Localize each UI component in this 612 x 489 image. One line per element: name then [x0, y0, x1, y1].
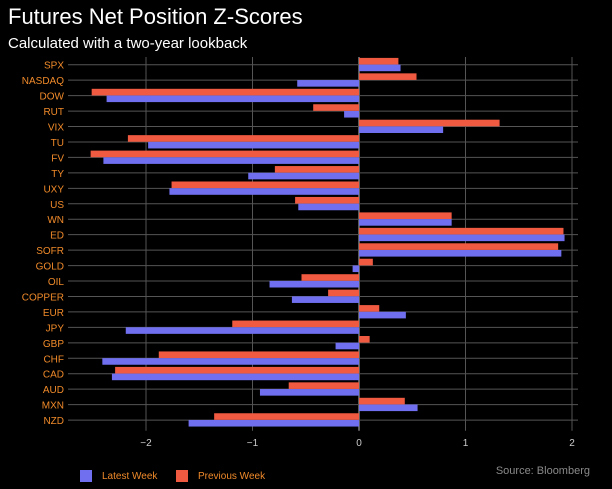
- bar-previous-week: [359, 227, 564, 235]
- category-label: WN: [47, 215, 64, 226]
- legend-previous-swatch: [176, 470, 188, 482]
- bar-previous-week: [359, 305, 380, 312]
- legend-latest-swatch: [80, 470, 92, 482]
- bar-latest-week: [106, 95, 359, 103]
- category-label: FV: [51, 153, 64, 164]
- bar-latest-week: [269, 280, 359, 288]
- x-tick-label: −2: [140, 438, 152, 449]
- bar-previous-week: [274, 166, 359, 173]
- category-label: SPX: [44, 61, 64, 72]
- bar-latest-week: [103, 157, 360, 164]
- bar-latest-week: [148, 141, 359, 149]
- bar-previous-week: [328, 289, 359, 297]
- bar-latest-week: [125, 327, 359, 334]
- bar-latest-week: [359, 234, 565, 242]
- bar-latest-week: [259, 389, 359, 396]
- category-label: GOLD: [36, 262, 64, 273]
- bar-latest-week: [248, 172, 359, 180]
- bar-latest-week: [359, 311, 406, 319]
- category-label: EUR: [43, 308, 64, 319]
- bar-latest-week: [359, 126, 444, 133]
- category-label: GBP: [43, 339, 64, 350]
- bar-previous-week: [359, 73, 417, 80]
- bar-previous-week: [115, 366, 360, 374]
- category-label: NZD: [43, 416, 64, 427]
- bar-latest-week: [344, 110, 359, 118]
- bar-latest-week: [335, 342, 359, 350]
- category-label: TU: [51, 138, 64, 149]
- bar-latest-week: [102, 358, 360, 365]
- bar-previous-week: [359, 243, 559, 250]
- bar-latest-week: [188, 419, 359, 427]
- bar-previous-week: [288, 382, 359, 389]
- bar-previous-week: [127, 135, 360, 142]
- bar-latest-week: [359, 64, 401, 72]
- category-label: SOFR: [36, 246, 64, 257]
- bar-previous-week: [359, 57, 399, 65]
- legend-previous-label: Previous Week: [198, 470, 266, 482]
- category-label: DOW: [40, 92, 65, 103]
- category-label: COPPER: [22, 292, 64, 303]
- category-label: TY: [51, 169, 64, 180]
- x-tick-label: 1: [463, 438, 469, 449]
- category-label: AUD: [43, 385, 64, 396]
- x-tick-label: 0: [356, 438, 362, 449]
- bar-latest-week: [297, 80, 359, 87]
- bar-previous-week: [214, 413, 359, 420]
- category-label: VIX: [48, 123, 64, 134]
- bar-latest-week: [359, 404, 418, 412]
- bar-previous-week: [313, 104, 359, 111]
- bar-latest-week: [359, 250, 562, 257]
- bar-previous-week: [359, 119, 500, 127]
- chart-subtitle: Calculated with a two-year lookback: [8, 35, 248, 52]
- bar-previous-week: [91, 88, 359, 96]
- category-label: CAD: [43, 370, 64, 381]
- category-label: JPY: [46, 323, 65, 334]
- bar-previous-week: [232, 320, 359, 328]
- bar-previous-week: [359, 336, 370, 343]
- bar-previous-week: [171, 181, 359, 189]
- category-label: US: [50, 200, 64, 211]
- category-label: UXY: [43, 184, 64, 195]
- legend-latest: Latest Week: [80, 469, 157, 483]
- bar-latest-week: [359, 219, 452, 226]
- legend-latest-label: Latest Week: [102, 470, 158, 482]
- chart-title: Futures Net Position Z-Scores: [8, 4, 303, 29]
- source-note: Source: Bloomberg: [495, 465, 590, 477]
- category-label: ED: [50, 231, 64, 242]
- category-label: NASDAQ: [22, 76, 64, 87]
- bar-latest-week: [169, 188, 359, 195]
- bar-previous-week: [359, 258, 373, 266]
- bar-previous-week: [158, 351, 359, 359]
- bar-previous-week: [295, 196, 359, 204]
- category-label: RUT: [43, 107, 64, 118]
- legend-previous: Previous Week: [176, 469, 265, 483]
- category-label: MXN: [42, 401, 64, 412]
- bar-previous-week: [359, 212, 452, 219]
- x-tick-label: −1: [247, 438, 259, 449]
- bar-latest-week: [298, 203, 359, 211]
- bar-latest-week: [291, 296, 359, 303]
- category-label: CHF: [43, 354, 64, 365]
- bar-previous-week: [301, 274, 359, 281]
- bar-latest-week: [111, 373, 359, 381]
- bar-previous-week: [90, 150, 360, 158]
- x-tick-label: 2: [569, 438, 575, 449]
- category-label: OIL: [48, 277, 65, 288]
- bar-latest-week: [352, 265, 359, 273]
- bar-previous-week: [359, 397, 405, 405]
